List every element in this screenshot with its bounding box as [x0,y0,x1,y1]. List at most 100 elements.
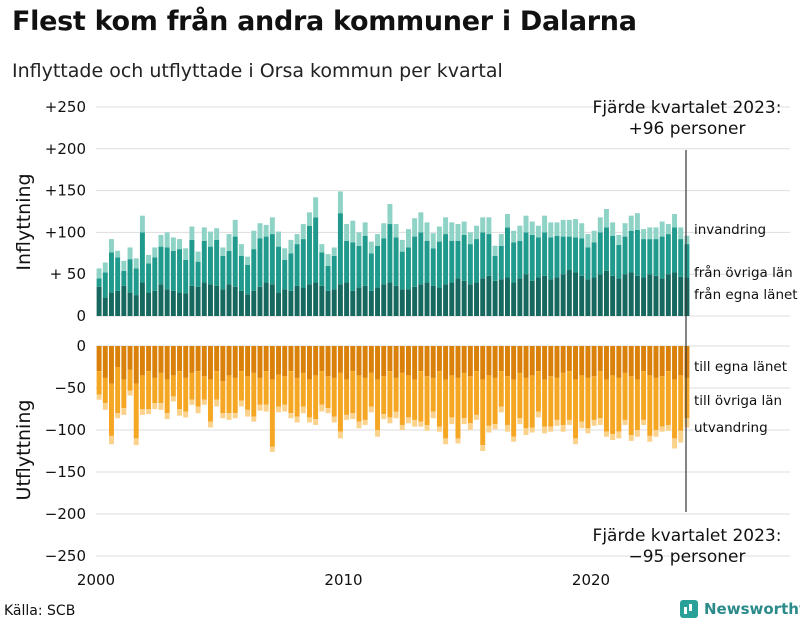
bar-invandring [263,224,269,237]
bar-till-egna-länet [381,346,387,377]
bar-utvandring [350,413,356,420]
bar-utvandring [331,416,337,423]
bar-invandring [480,217,486,233]
annotation-bottom-line1: Fjärde kvartalet 2023: [593,526,782,546]
bar-till-övriga-län [313,375,319,420]
bar-från-egna-länet [201,282,207,316]
bar-invandring [430,233,436,249]
bar-från-egna-länet [251,290,257,316]
bar-till-övriga-län [628,376,634,436]
bar-utvandring [108,435,114,445]
bar-till-övriga-län [504,376,510,425]
bar-till-egna-länet [474,346,480,372]
bar-utvandring [684,418,690,428]
bar-utvandring [127,390,133,396]
brand-logo: Newsworthy [680,600,800,618]
bar-från-egna-länet [96,286,102,316]
bar-utvandring [319,404,325,412]
bar-från-övriga-län [399,251,405,290]
bar-från-egna-länet [146,292,152,316]
bar-från-övriga-län [535,237,541,278]
bar-utvandring [375,430,381,437]
bar-från-egna-länet [492,280,498,316]
bar-invandring [449,222,455,241]
bar-utvandring [504,424,510,432]
bar-utvandring [189,399,195,405]
bar-till-övriga-län [115,367,121,414]
bar-invandring [467,232,473,245]
bar-invandring [641,229,647,240]
migration-chart: +250 +200 +150 +100 + 50 0 0 −50 −100 −150 −200 −25… [13,98,798,589]
bar-invandring [232,219,238,237]
bar-från-övriga-län [102,272,108,298]
bar-utvandring [554,419,560,426]
bar-invandring [628,215,634,231]
bar-från-egna-länet [585,279,591,316]
bar-till-egna-länet [672,346,678,380]
bar-från-egna-länet [653,275,659,316]
bar-invandring [269,217,275,235]
bar-till-övriga-län [232,377,238,414]
source-note: Källa: SCB [4,603,76,619]
bar-till-egna-länet [436,346,442,372]
bar-från-övriga-län [96,278,102,287]
bar-utvandring [573,438,579,445]
bar-från-egna-länet [616,278,622,316]
bar-till-egna-länet [387,346,393,372]
bar-till-egna-länet [480,346,486,380]
bar-till-övriga-län [672,379,678,439]
bar-utvandring [647,435,653,442]
bar-från-övriga-län [121,270,127,286]
bar-invandring [331,247,337,256]
bar-utvandring [474,414,480,420]
bar-utvandring [238,400,244,407]
bar-utvandring [678,430,684,443]
bar-från-egna-länet [548,279,554,316]
annotation-top-line1: Fjärde kvartalet 2023: [593,98,782,118]
bar-till-egna-länet [189,346,195,373]
bar-från-övriga-län [375,245,381,288]
bar-från-övriga-län [368,253,374,291]
bar-invandring [579,223,585,239]
bar-invandring [597,217,603,233]
bar-invandring [127,247,133,260]
bar-utvandring [300,406,306,414]
bar-till-övriga-län [659,376,665,427]
bar-utvandring [566,419,572,425]
bar-invandring [412,218,418,237]
bar-till-övriga-län [288,371,294,414]
bar-invandring [319,244,325,253]
bar-från-egna-länet [387,282,393,316]
bar-till-egna-länet [288,346,294,372]
bar-utvandring [665,424,671,431]
bar-från-övriga-län [251,249,257,291]
bar-från-övriga-län [381,238,387,285]
bar-till-egna-länet [449,346,455,376]
bar-till-övriga-län [597,371,603,419]
bar-från-övriga-län [139,232,145,283]
bar-invandring [115,250,121,258]
bar-utvandring [183,411,189,418]
bar-från-egna-länet [127,292,133,316]
bar-invandring [177,239,183,250]
bar-till-övriga-län [610,375,616,435]
bar-till-egna-länet [424,346,430,377]
bar-till-egna-länet [158,346,164,373]
bar-till-övriga-län [189,372,195,400]
bar-från-egna-länet [418,284,424,316]
bar-från-egna-länet [591,277,597,316]
bar-utvandring [195,406,201,414]
bar-till-egna-länet [319,346,325,372]
bar-invandring [251,230,257,250]
bar-från-egna-länet [511,282,517,316]
bar-till-egna-länet [294,346,300,378]
bar-till-egna-länet [245,346,251,377]
bar-till-övriga-län [430,377,436,412]
bar-till-egna-länet [634,346,640,380]
legend-label: från egna länet [694,286,798,303]
bar-till-övriga-län [480,379,486,446]
bar-från-övriga-län [480,232,486,279]
bar-invandring [659,221,665,237]
bar-till-övriga-län [133,383,139,439]
legend-label: till egna länet [694,359,787,375]
